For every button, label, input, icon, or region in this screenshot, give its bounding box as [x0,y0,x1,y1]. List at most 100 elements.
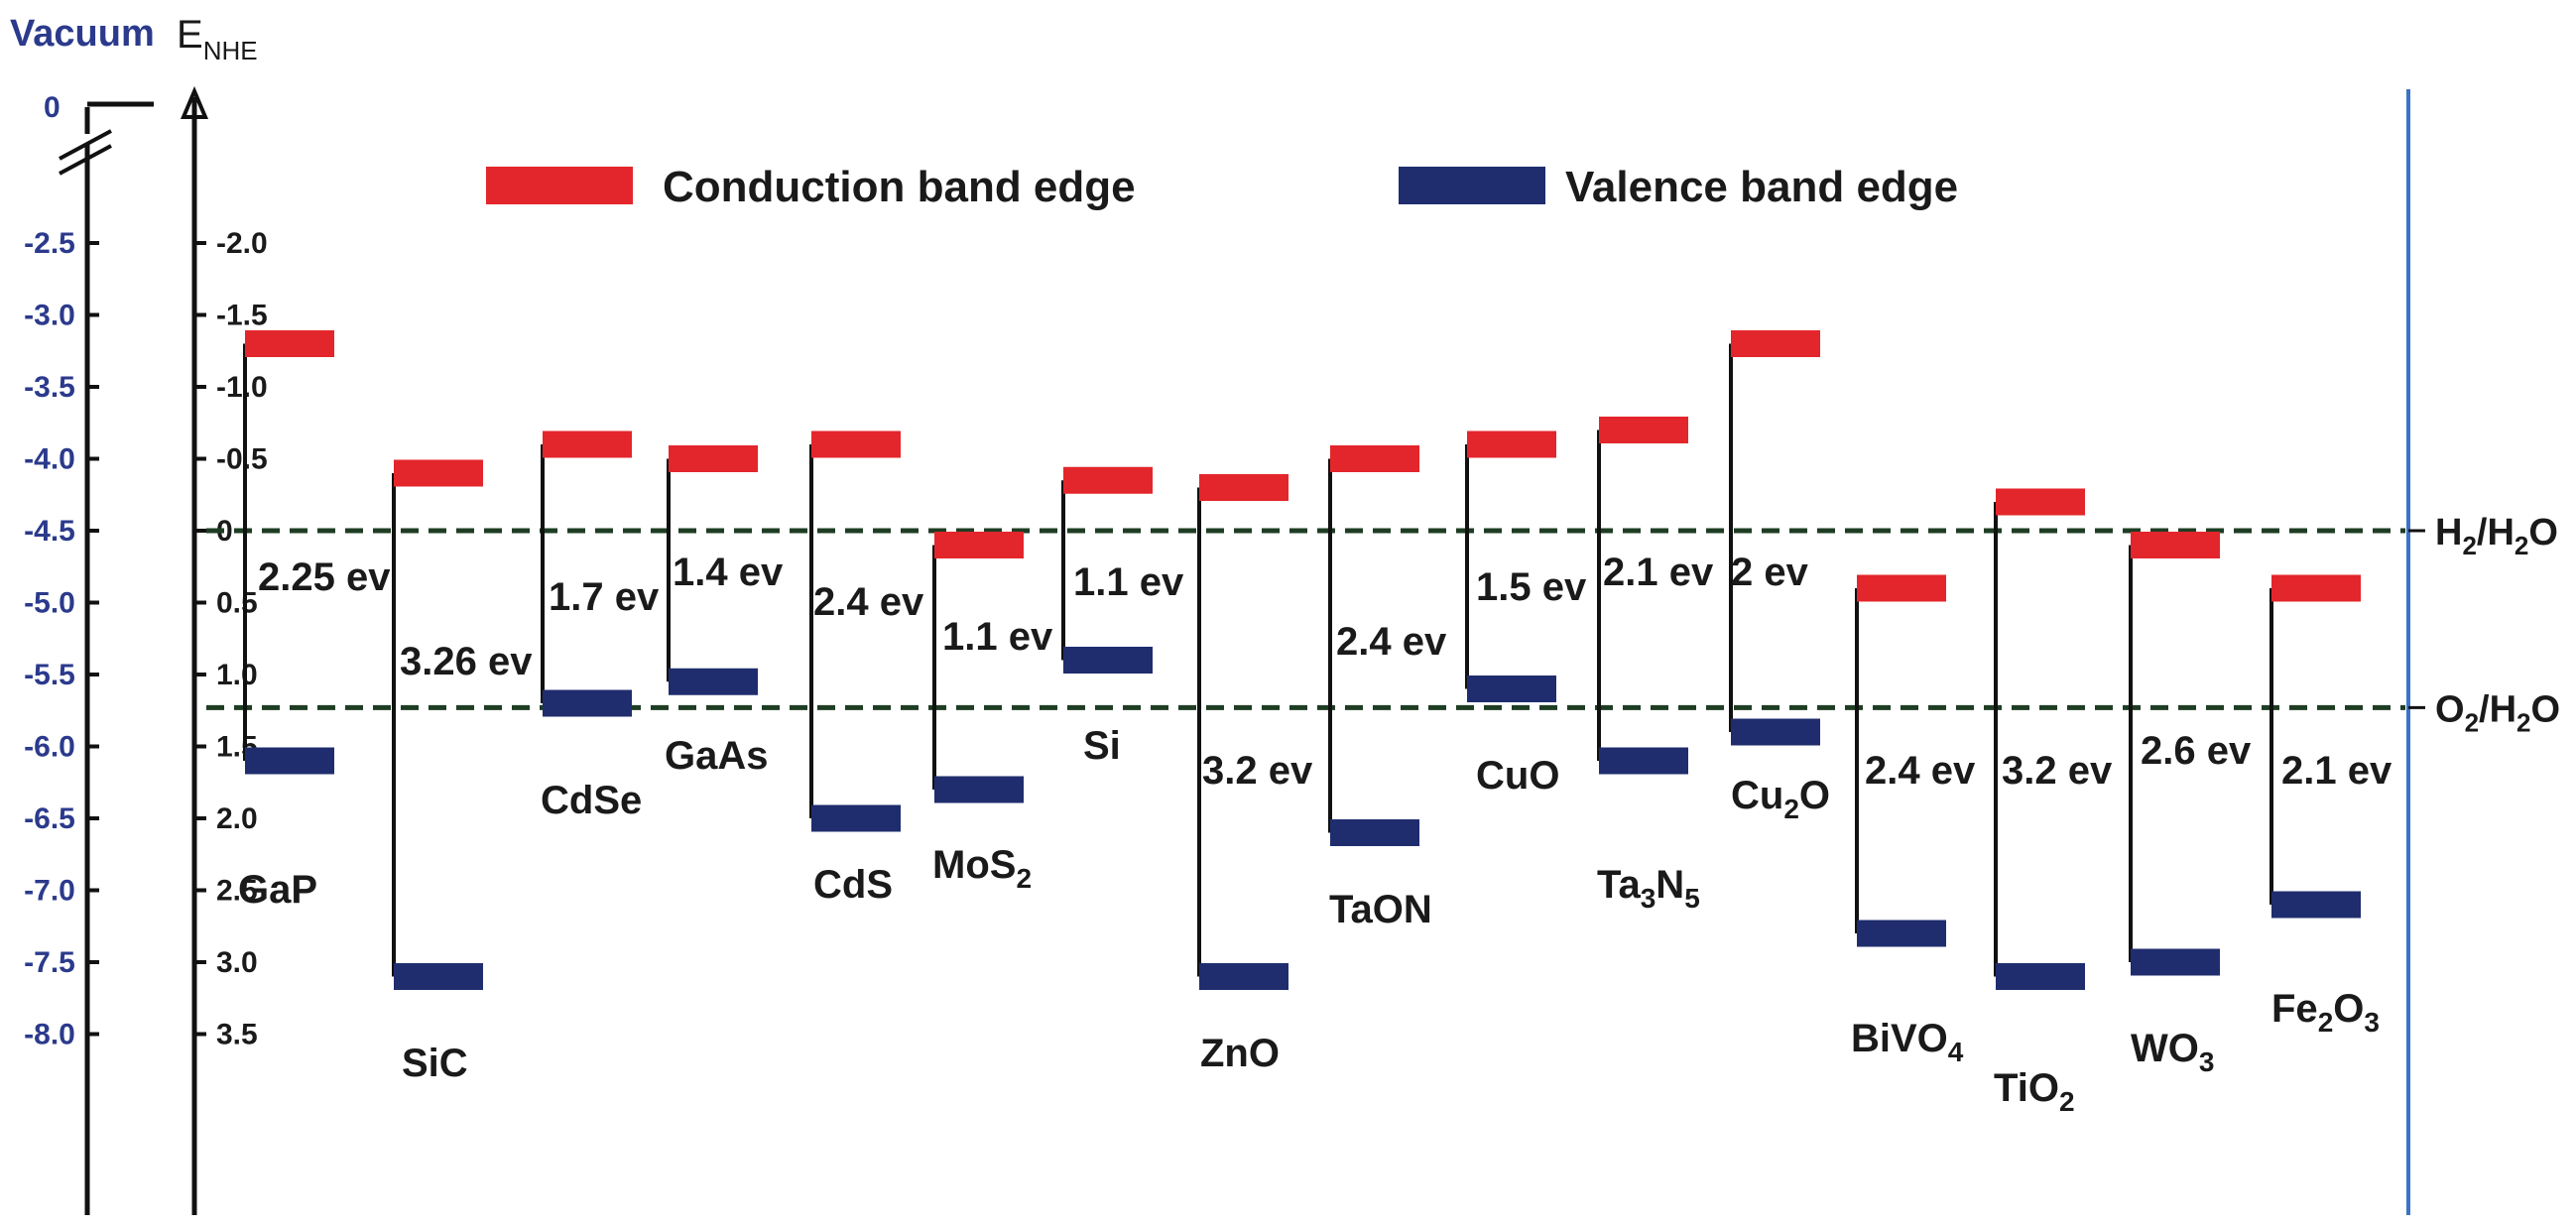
band-gap-label: 2 ev [1731,551,1809,594]
materials-group: 2.25 ev GaP 3.26 ev SiC 1.7 ev CdSe 1.4 ev GaAs… [238,330,2392,1117]
valence-band-bar [394,963,483,990]
legend-valence-swatch [1399,167,1545,204]
band-gap-label: 1.4 ev [673,551,784,594]
nhe-tick-label: 0 [216,515,233,548]
material-label: TiO2 [1994,1066,2075,1117]
nhe-tick-label: 2.0 [216,802,258,835]
conduction-band-bar [1857,574,1946,602]
conduction-band-bar [811,430,901,458]
material-label: CdS [813,863,893,907]
conduction-band-bar [1063,466,1153,494]
nhe-tick-label: 0.5 [216,587,258,620]
material-label: GaAs [665,734,769,778]
valence-band-bar [669,668,758,695]
vacuum-tick-label: -2.5 [24,227,75,260]
conduction-band-bar [1330,445,1419,472]
material-label: CdSe [541,779,642,822]
nhe-tick-label: -1.5 [216,300,268,332]
legend-valence-label: Valence band edge [1565,163,1958,211]
legend: Conduction band edge Valence band edge [486,163,1958,211]
valence-band-bar [1857,920,1946,947]
valence-band-bar [1063,647,1153,674]
conduction-band-bar [2271,574,2361,602]
material-wo3: 2.6 ev WO3 [2129,532,2252,1077]
nhe-tick-label: 3.5 [216,1019,258,1051]
material-cu2o: 2 ev Cu2O [1729,330,1830,824]
band-gap-label: 2.4 ev [813,580,924,624]
material-ta3n5: 2.1 ev Ta3N5 [1597,417,1714,914]
material-tio2: 3.2 ev TiO2 [1994,488,2113,1117]
nhe-tick-label: 1.0 [216,659,258,691]
valence-band-bar [2131,948,2220,976]
conduction-band-bar [1467,430,1556,458]
band-gap-label: 3.26 ev [400,640,533,683]
conduction-band-bar [394,459,483,487]
material-zno: 3.2 ev ZnO [1197,474,1313,1075]
material-label: MoS2 [932,843,1032,894]
nhe-tick-group: -2.0-1.5-1.0-0.500.51.01.52.02.53.03.5 [194,227,268,1051]
nhe-tick-label: -0.5 [216,443,268,476]
conduction-band-bar [1199,474,1288,501]
material-si: 1.1 ev Si [1061,466,1184,768]
material-label: ZnO [1200,1032,1280,1075]
nhe-tick-label: 3.0 [216,946,258,979]
reference-level-label: H2/H2O [2435,512,2558,560]
vacuum-zero-label: 0 [44,91,61,124]
band-gap-label: 1.5 ev [1476,565,1587,609]
conduction-band-bar [669,445,758,472]
reference-level-label: O2/H2O [2435,688,2560,737]
conduction-band-bar [1731,330,1820,357]
material-label: Ta3N5 [1597,863,1700,914]
valence-band-bar [811,804,901,832]
band-gap-label: 3.2 ev [2002,749,2113,793]
valence-band-bar [245,747,334,775]
material-mos2: 1.1 ev MoS2 [932,532,1053,894]
material-fe2o3: 2.1 ev Fe2O3 [2269,574,2392,1038]
vacuum-tick-label: -6.0 [24,731,75,764]
valence-band-bar [1599,747,1688,775]
valence-band-bar [543,689,632,717]
vacuum-tick-label: -7.0 [24,875,75,908]
band-gap-label: 3.2 ev [1202,749,1313,793]
band-gap-label: 2.4 ev [1336,620,1447,664]
band-gap-label: 2.6 ev [2141,729,2252,773]
conduction-band-bar [543,430,632,458]
nhe-axis-title: ENHE [177,13,258,65]
axis-break-mark-1 [59,129,112,161]
band-gap-label: 1.7 ev [549,575,660,619]
material-label: Fe2O3 [2271,987,2380,1038]
material-label: Si [1083,724,1121,768]
vacuum-tick-label: -3.0 [24,300,75,332]
legend-conduction-label: Conduction band edge [663,163,1136,211]
material-cds: 2.4 ev CdS [809,430,924,907]
material-label: TaON [1329,888,1432,931]
valence-band-bar [1199,963,1288,990]
vacuum-tick-group: -2.5 -3.0 -3.5 -4.0 -4.5 -5.0 -5.5 -6.0 -6.5 -7.0… [24,227,99,1051]
valence-band-bar [1996,963,2085,990]
material-label: CuO [1476,754,1559,798]
vacuum-tick-label: -4.0 [24,443,75,476]
valence-band-bar [1330,819,1419,846]
nhe-tick-label: -2.0 [216,227,268,260]
vacuum-tick-label: -8.0 [24,1019,75,1051]
material-gaas: 1.4 ev GaAs [665,445,784,778]
conduction-band-bar [1599,417,1688,443]
valence-band-bar [2271,891,2361,919]
vacuum-tick-label: -6.5 [24,802,75,835]
material-label: Cu2O [1731,774,1830,824]
band-gap-label: 2.4 ev [1865,749,1976,793]
conduction-band-bar [245,330,334,357]
material-cdse: 1.7 ev CdSe [541,430,660,822]
vacuum-tick-label: -3.5 [24,371,75,404]
vacuum-axis-title: Vacuum [10,13,155,55]
material-label: GaP [238,868,317,912]
valence-band-bar [1731,718,1820,746]
conduction-band-bar [1996,488,2085,516]
material-bivo4: 2.4 ev BiVO4 [1851,574,1976,1067]
material-label: SiC [402,1042,468,1085]
band-gap-label: 2.25 ev [258,555,391,599]
conduction-band-bar [934,532,1024,558]
band-gap-label: 1.1 ev [942,615,1053,659]
vacuum-tick-label: -5.0 [24,587,75,620]
